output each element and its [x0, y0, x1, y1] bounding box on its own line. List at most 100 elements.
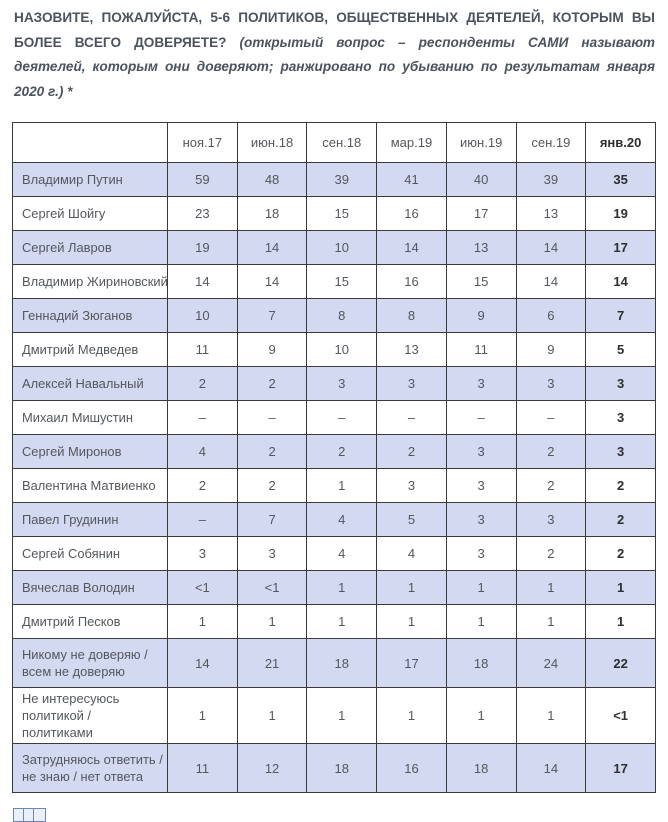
- table-row: Затрудняюсь ответить / не знаю / нет отв…: [12, 743, 656, 793]
- value-cell: 13: [445, 230, 517, 265]
- value-cell: 22: [585, 638, 656, 688]
- value-cell: 14: [585, 264, 656, 299]
- value-cell: 2: [306, 434, 378, 469]
- value-cell: 18: [445, 743, 517, 793]
- value-cell: 1: [236, 687, 308, 744]
- value-cell: <1: [236, 570, 308, 605]
- value-cell: 8: [306, 298, 378, 333]
- value-cell: 1: [515, 687, 587, 744]
- value-cell: 10: [306, 332, 378, 367]
- table-row: Геннадий Зюганов 10 7 8 8 9 6 7: [12, 298, 656, 333]
- table-row: Никому не доверяю / всем не доверяю 14 21 1…: [12, 638, 656, 688]
- value-cell: 2: [236, 468, 308, 503]
- value-cell: 41: [376, 162, 447, 197]
- corner-cell: [12, 122, 168, 163]
- value-cell: 14: [376, 230, 447, 265]
- value-cell: –: [376, 400, 447, 435]
- value-cell: 1: [376, 604, 447, 639]
- value-cell: 1: [167, 687, 238, 744]
- value-cell: 35: [585, 162, 656, 197]
- value-cell: 18: [306, 743, 378, 793]
- value-cell: –: [515, 400, 587, 435]
- value-cell: 4: [306, 502, 378, 537]
- value-cell: 1: [585, 570, 656, 605]
- value-cell: 1: [236, 604, 308, 639]
- value-cell: 3: [585, 434, 656, 469]
- value-cell: 2: [585, 536, 656, 571]
- value-cell: 21: [236, 638, 308, 688]
- row-label: Дмитрий Медведев: [12, 332, 168, 367]
- value-cell: <1: [167, 570, 238, 605]
- value-cell: 39: [306, 162, 378, 197]
- value-cell: –: [236, 400, 308, 435]
- row-label: Михаил Мишустин: [12, 400, 168, 435]
- row-label: Алексей Навальный: [12, 366, 168, 401]
- value-cell: 5: [376, 502, 447, 537]
- value-cell: 3: [445, 536, 517, 571]
- value-cell: 1: [445, 570, 517, 605]
- value-cell: 1: [515, 570, 587, 605]
- value-cell: 17: [376, 638, 447, 688]
- table-row: Алексей Навальный 2 2 3 3 3 3 3: [12, 366, 656, 401]
- value-cell: 19: [585, 196, 656, 231]
- value-cell: 3: [445, 434, 517, 469]
- value-cell: 3: [376, 366, 447, 401]
- value-cell: 19: [167, 230, 238, 265]
- value-cell: 3: [445, 366, 517, 401]
- value-cell: 11: [167, 743, 238, 793]
- value-cell: 4: [167, 434, 238, 469]
- value-cell: 14: [167, 638, 238, 688]
- table-body: Владимир Путин 59 48 39 41 40 39 35 Сергей Шойгу…: [12, 162, 656, 793]
- value-cell: 1: [306, 687, 378, 744]
- value-cell: 14: [167, 264, 238, 299]
- value-cell: 12: [236, 743, 308, 793]
- value-cell: 11: [167, 332, 238, 367]
- table-row: Сергей Лавров 19 14 10 14 13 14 17: [12, 230, 656, 265]
- value-cell: 14: [515, 743, 587, 793]
- value-cell: 14: [515, 230, 587, 265]
- value-cell: 1: [167, 604, 238, 639]
- value-cell: 15: [306, 264, 378, 299]
- value-cell: 18: [445, 638, 517, 688]
- value-cell: 3: [515, 366, 587, 401]
- table-row: Не интересуюсь политикой / политиками 1 1 1…: [12, 687, 656, 744]
- row-label: Сергей Собянин: [12, 536, 168, 571]
- value-cell: 39: [515, 162, 587, 197]
- column-header: ноя.17: [167, 122, 238, 163]
- column-header: сен.18: [306, 122, 378, 163]
- table-row: Сергей Миронов 4 2 2 2 3 2 3: [12, 434, 656, 469]
- value-cell: 14: [515, 264, 587, 299]
- value-cell: 15: [306, 196, 378, 231]
- value-cell: 7: [236, 502, 308, 537]
- table-row: Владимир Путин 59 48 39 41 40 39 35: [12, 162, 656, 197]
- value-cell: –: [306, 400, 378, 435]
- value-cell: 1: [306, 604, 378, 639]
- value-cell: 2: [167, 366, 238, 401]
- value-cell: 24: [515, 638, 587, 688]
- value-cell: 2: [515, 468, 587, 503]
- value-cell: 5: [585, 332, 656, 367]
- column-header: янв.20: [585, 122, 656, 163]
- table-row: Дмитрий Песков 1 1 1 1 1 1 1: [12, 604, 656, 639]
- row-label: Павел Грудинин: [12, 502, 168, 537]
- value-cell: 1: [445, 687, 517, 744]
- value-cell: 14: [236, 230, 308, 265]
- value-cell: –: [167, 502, 238, 537]
- value-cell: 3: [585, 366, 656, 401]
- table-row: Владимир Жириновский 14 14 15 16 15 14 14: [12, 264, 656, 299]
- value-cell: 2: [376, 434, 447, 469]
- value-cell: 1: [306, 570, 378, 605]
- column-header: мар.19: [376, 122, 447, 163]
- value-cell: 16: [376, 743, 447, 793]
- value-cell: 16: [376, 196, 447, 231]
- value-cell: 13: [376, 332, 447, 367]
- value-cell: 15: [445, 264, 517, 299]
- question-text: НАЗОВИТЕ, ПОЖАЛУЙСТА, 5-6 ПОЛИТИКОВ, ОБЩ…: [14, 10, 655, 50]
- value-cell: 2: [515, 434, 587, 469]
- value-cell: 17: [585, 743, 656, 793]
- value-cell: 1: [306, 468, 378, 503]
- value-cell: –: [167, 400, 238, 435]
- value-cell: 18: [306, 638, 378, 688]
- value-cell: 48: [236, 162, 308, 197]
- value-cell: 9: [236, 332, 308, 367]
